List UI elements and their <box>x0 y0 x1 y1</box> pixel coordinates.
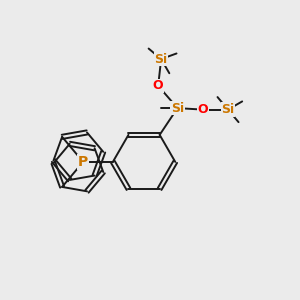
Text: P: P <box>78 155 88 169</box>
Text: Si: Si <box>171 102 184 115</box>
Text: O: O <box>153 79 164 92</box>
Text: Si: Si <box>154 52 168 66</box>
Text: Si: Si <box>221 103 235 116</box>
Text: O: O <box>197 103 208 116</box>
